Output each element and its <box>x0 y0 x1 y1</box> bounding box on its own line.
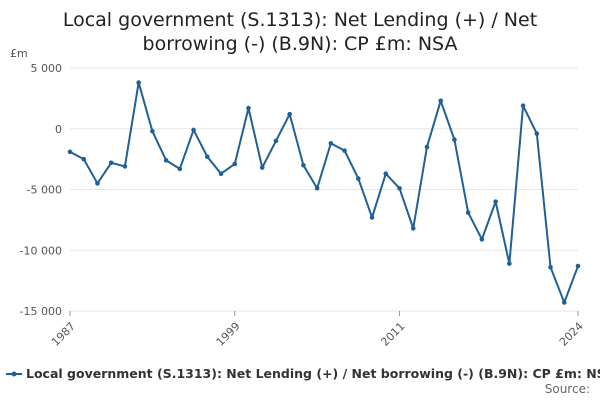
data-point[interactable] <box>410 226 416 231</box>
data-point[interactable] <box>397 185 402 191</box>
x-tick-label: 2024 <box>557 320 586 349</box>
data-point[interactable] <box>177 166 183 172</box>
data-point[interactable] <box>122 164 128 169</box>
legend-series-label: Local government (S.1313): Net Lending (… <box>26 366 600 381</box>
y-tick-label: -10 000 <box>20 244 62 257</box>
data-point[interactable] <box>81 156 87 162</box>
x-tick-label: 2011 <box>378 320 407 349</box>
data-point[interactable] <box>191 127 196 133</box>
chart-title-line-1: Local government (S.1313): Net Lending (… <box>63 9 537 31</box>
data-point[interactable] <box>493 199 498 204</box>
data-point[interactable] <box>452 137 457 142</box>
series-group <box>67 80 581 305</box>
data-point[interactable] <box>67 149 73 155</box>
data-point[interactable] <box>520 103 526 108</box>
data-point[interactable] <box>424 144 430 150</box>
data-point[interactable] <box>561 300 567 305</box>
data-point[interactable] <box>301 162 306 168</box>
y-axis-unit-label: £m <box>10 47 28 60</box>
data-point[interactable] <box>479 237 485 242</box>
y-tick-label: 5 000 <box>31 62 63 75</box>
data-point[interactable] <box>150 128 155 134</box>
data-point[interactable] <box>548 264 553 270</box>
data-point[interactable] <box>383 171 389 177</box>
data-point[interactable] <box>369 215 375 220</box>
series-line <box>69 81 579 304</box>
data-point[interactable] <box>108 160 114 166</box>
data-point[interactable] <box>204 154 210 159</box>
x-axis-ticks: 1987 1999 2011 2024 <box>49 311 586 349</box>
chart-title-line-2: borrowing (-) (B.9N): CP £m: NSA <box>143 33 458 55</box>
y-tick-label: -15 000 <box>20 305 62 318</box>
data-point[interactable] <box>342 148 347 153</box>
data-point[interactable] <box>314 185 320 191</box>
source-label: Source: <box>545 382 590 396</box>
data-point[interactable] <box>163 158 169 163</box>
x-tick-label: 1999 <box>214 320 243 349</box>
legend-swatch-marker <box>11 371 17 377</box>
data-point[interactable] <box>465 210 471 215</box>
y-tick-label: 0 <box>55 123 62 136</box>
x-tick-label: 1987 <box>49 320 78 349</box>
data-point[interactable] <box>438 98 444 104</box>
data-point[interactable] <box>136 80 141 85</box>
data-point[interactable] <box>287 111 292 117</box>
legend[interactable]: Local government (S.1313): Net Lending (… <box>6 366 600 381</box>
data-point[interactable] <box>273 138 279 144</box>
data-point[interactable] <box>356 176 361 181</box>
data-point[interactable] <box>232 161 238 167</box>
data-point[interactable] <box>575 263 581 269</box>
data-point[interactable] <box>534 131 540 136</box>
data-point[interactable] <box>218 171 224 177</box>
y-axis-ticks: 5 000 0 -5 000 -10 000 -15 000 <box>20 62 62 318</box>
data-point[interactable] <box>259 165 265 170</box>
y-tick-label: -5 000 <box>27 184 62 197</box>
gridlines <box>70 67 578 312</box>
data-point[interactable] <box>328 141 334 146</box>
data-point[interactable] <box>507 261 512 266</box>
data-point[interactable] <box>95 181 100 186</box>
data-point[interactable] <box>246 105 251 111</box>
